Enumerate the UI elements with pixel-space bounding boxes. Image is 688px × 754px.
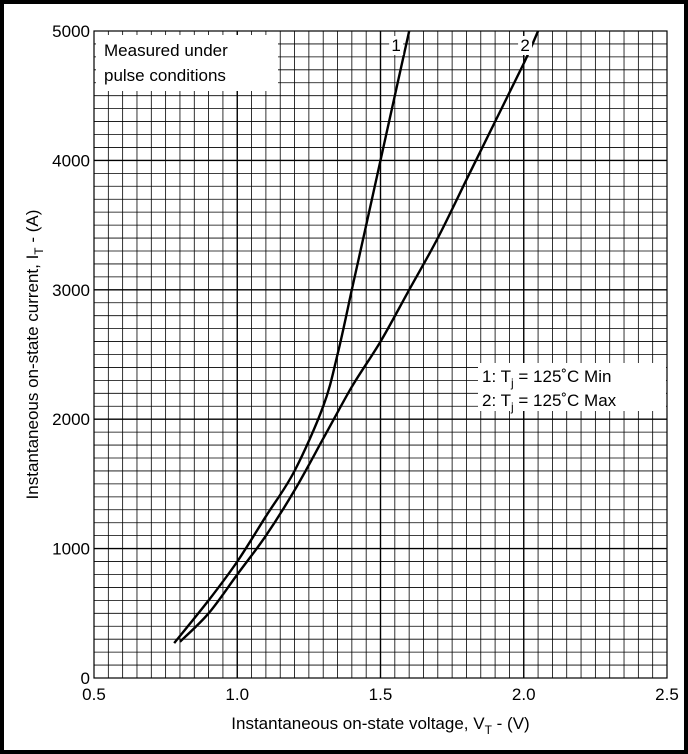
legend-background xyxy=(478,363,666,411)
annotation-line-1: Measured under xyxy=(104,41,228,60)
x-tick-label: 0.5 xyxy=(82,685,106,704)
y-tick-label: 4000 xyxy=(52,151,90,170)
x-axis-title-main: Instantaneous on-state voltage, V xyxy=(231,714,485,733)
series-1-line xyxy=(173,30,411,644)
x-tick-label: 2.5 xyxy=(655,685,679,704)
legend-entry-1-prefix: 1: T xyxy=(482,367,511,386)
x-tick-label: 2.0 xyxy=(512,685,536,704)
annotation-line-2: pulse conditions xyxy=(104,66,226,85)
x-axis-title-sub: T xyxy=(485,723,493,737)
legend-entry-1-suffix: = 125˚C Min xyxy=(514,367,612,386)
legend-entry-2-sub: j xyxy=(510,400,514,414)
y-tick-label: 0 xyxy=(81,669,90,688)
y-tick-label: 1000 xyxy=(52,540,90,559)
plot-border xyxy=(93,30,668,679)
x-tick-label: 1.5 xyxy=(369,685,393,704)
legend-entry-1-sub: j xyxy=(510,376,514,390)
series-2-label-background xyxy=(518,36,533,55)
tick-labels: 0.5 1.0 1.5 2.0 2.5 0 1000 2000 3000 4000 5000 xyxy=(52,22,679,704)
y-axis-title-unit: - (A) xyxy=(23,210,42,248)
x-axis-title: Instantaneous on-state voltage, VT - (V) xyxy=(231,714,529,737)
legend: 1: Tj = 125˚C Min 2: Tj = 125˚C Max xyxy=(478,363,666,414)
y-axis-title-main: Instantaneous on-state current, I xyxy=(23,255,42,500)
annotation-background xyxy=(96,35,278,91)
legend-entry-2: 2: Tj = 125˚C Max xyxy=(482,391,617,414)
y-axis-title: Instantaneous on-state current, IT - (A) xyxy=(23,210,46,500)
legend-entry-1: 1: Tj = 125˚C Min xyxy=(482,367,611,390)
series-1-label: 1 xyxy=(391,36,400,55)
x-axis-title-unit: - (V) xyxy=(492,714,530,733)
y-tick-label: 5000 xyxy=(52,22,90,41)
legend-entry-2-prefix: 2: T xyxy=(482,391,511,410)
y-tick-label: 3000 xyxy=(52,281,90,300)
legend-entry-2-suffix: = 125˚C Max xyxy=(514,391,617,410)
series-2-line xyxy=(179,30,540,643)
y-tick-label: 2000 xyxy=(52,410,90,429)
series-1-label-background xyxy=(389,36,404,55)
y-axis-title-sub: T xyxy=(32,247,46,255)
annotation-box: Measured under pulse conditions xyxy=(96,35,278,91)
series-2-label: 2 xyxy=(520,36,529,55)
x-tick-label: 1.0 xyxy=(225,685,249,704)
